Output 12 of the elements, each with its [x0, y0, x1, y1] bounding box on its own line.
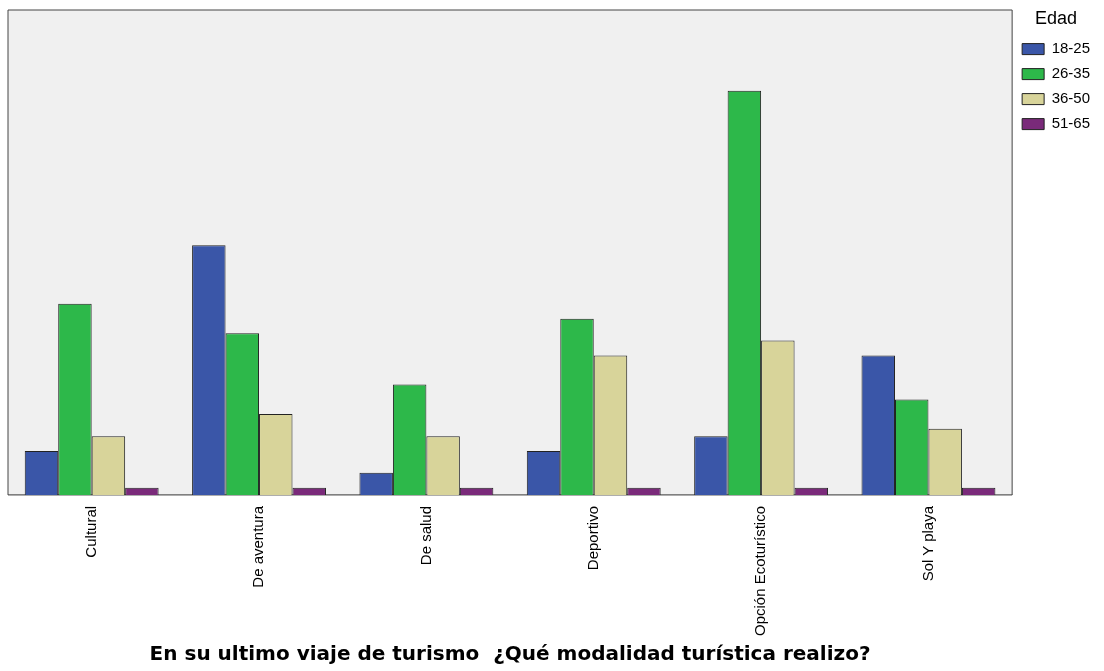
x-tick-label: De aventura [249, 505, 267, 588]
x-tick-label: Sol Y playa [918, 505, 936, 582]
legend-label: 36-50 [1051, 89, 1091, 107]
legend-title: Edad [1035, 7, 1078, 28]
x-tick-label: Cultural [81, 505, 99, 558]
legend-label: 26-35 [1051, 64, 1091, 82]
legend-label: 18-25 [1051, 39, 1091, 57]
x-tick-label: Deportivo [583, 505, 601, 571]
x-tick-label: De salud [416, 505, 434, 566]
legend-label: 51-65 [1051, 114, 1091, 132]
x-tick-label: Opción Ecoturístico [751, 505, 769, 637]
x-axis-title: En su ultimo viaje de turismo ¿Qué modalidad turística realizo? [149, 641, 871, 666]
